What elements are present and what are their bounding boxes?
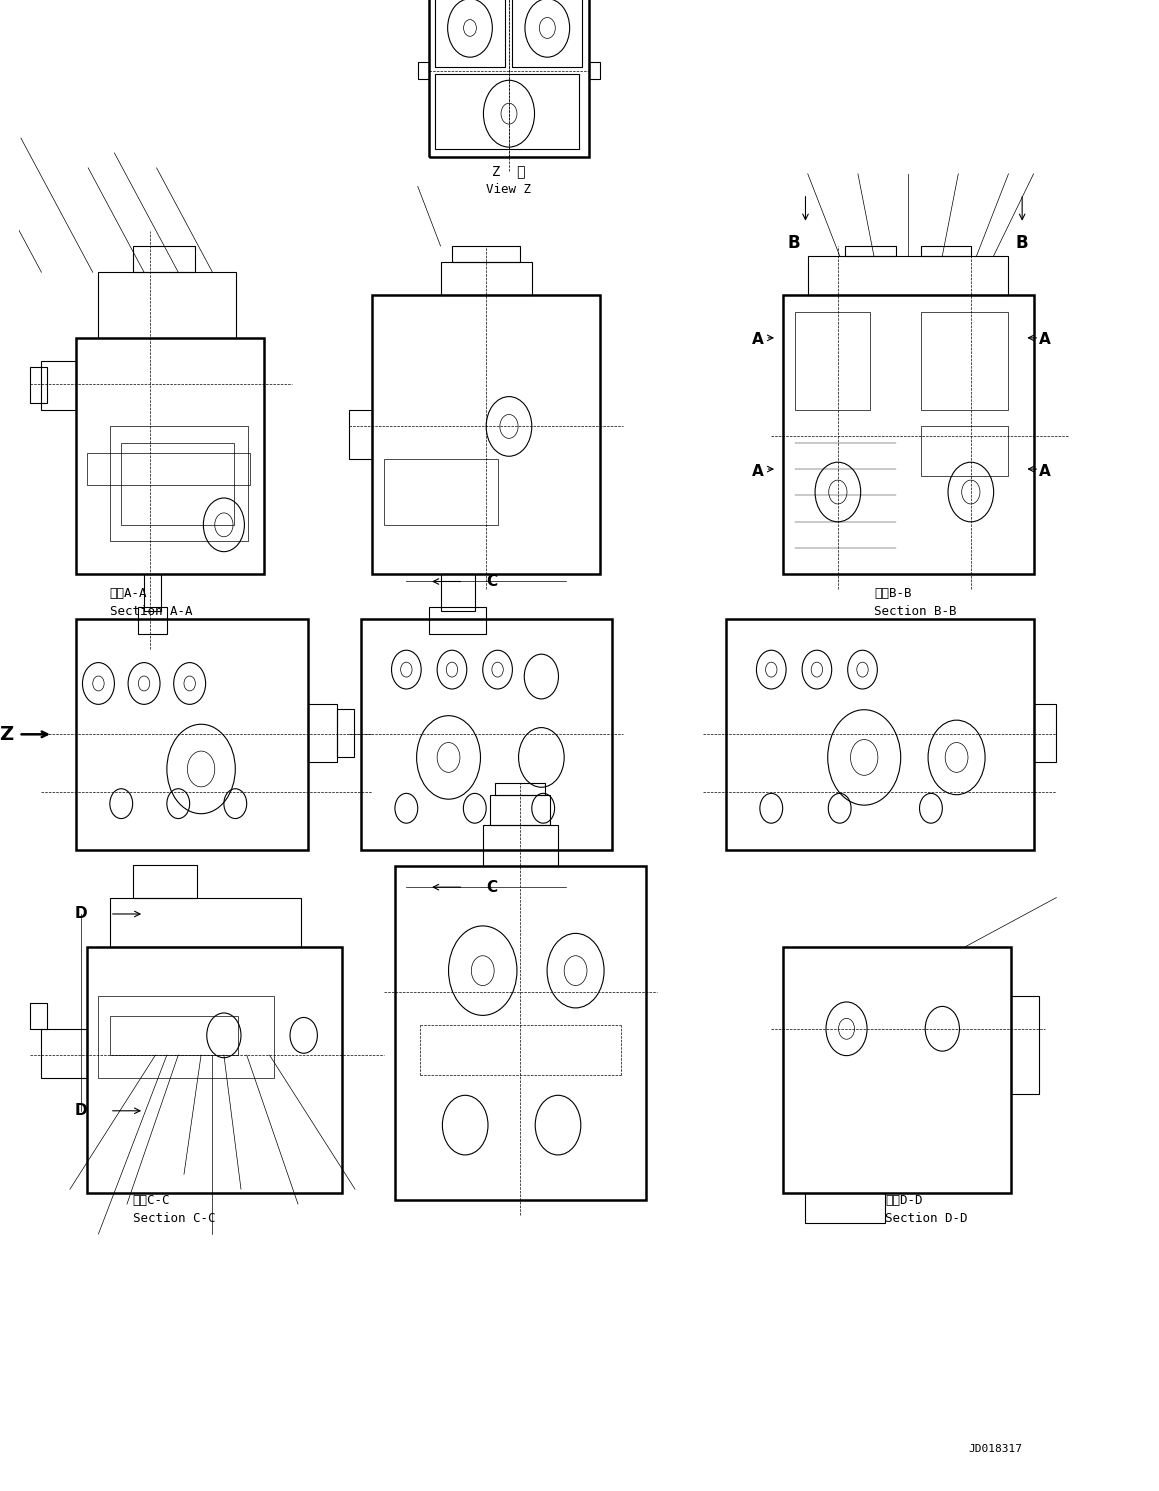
- Bar: [30, 1002, 48, 1029]
- Bar: [920, 426, 1008, 476]
- Text: 断面B-B: 断面B-B: [874, 587, 911, 599]
- Bar: [808, 256, 1008, 295]
- Bar: [1034, 704, 1056, 762]
- Bar: [429, 0, 589, 157]
- Bar: [110, 898, 301, 947]
- Bar: [132, 865, 197, 898]
- Bar: [132, 246, 196, 273]
- Bar: [99, 996, 274, 1078]
- Bar: [144, 574, 161, 611]
- Text: A: A: [752, 464, 764, 479]
- Bar: [440, 262, 532, 295]
- Bar: [372, 295, 600, 574]
- Bar: [452, 246, 520, 262]
- Bar: [435, 0, 505, 67]
- Bar: [589, 63, 600, 79]
- Bar: [512, 0, 583, 67]
- Bar: [99, 273, 236, 338]
- Bar: [308, 704, 337, 762]
- Text: 断面D-D: 断面D-D: [885, 1194, 923, 1206]
- Bar: [435, 73, 578, 149]
- Text: C: C: [486, 574, 497, 589]
- Bar: [138, 607, 167, 634]
- Text: Z  視: Z 視: [493, 164, 526, 179]
- Text: C: C: [486, 880, 497, 895]
- Bar: [110, 1015, 238, 1056]
- Bar: [337, 708, 353, 757]
- Bar: [920, 246, 971, 256]
- Bar: [30, 367, 48, 404]
- Bar: [75, 338, 264, 574]
- Bar: [42, 361, 75, 410]
- Bar: [42, 1029, 87, 1078]
- Bar: [782, 295, 1034, 574]
- Text: JD018317: JD018317: [968, 1443, 1022, 1454]
- Text: Section B-B: Section B-B: [874, 605, 956, 617]
- Text: Section D-D: Section D-D: [885, 1212, 968, 1224]
- Bar: [87, 453, 250, 486]
- Bar: [920, 312, 1008, 410]
- Bar: [75, 619, 308, 850]
- Bar: [110, 426, 248, 541]
- Text: A: A: [1040, 332, 1051, 347]
- Bar: [782, 947, 1011, 1193]
- Bar: [845, 246, 896, 256]
- Bar: [440, 574, 475, 611]
- Bar: [122, 443, 234, 525]
- Bar: [795, 312, 870, 410]
- Bar: [1011, 996, 1040, 1094]
- Bar: [490, 795, 551, 825]
- Text: B: B: [788, 234, 801, 252]
- Text: D: D: [74, 907, 87, 921]
- Bar: [726, 619, 1034, 850]
- Text: A: A: [1040, 464, 1051, 479]
- Bar: [806, 1193, 885, 1223]
- Text: A: A: [752, 332, 764, 347]
- Bar: [429, 607, 486, 634]
- Bar: [349, 410, 372, 459]
- Text: 断面C-C: 断面C-C: [132, 1194, 170, 1206]
- Bar: [495, 783, 546, 795]
- Bar: [395, 866, 646, 1200]
- Text: B: B: [1015, 234, 1028, 252]
- Bar: [417, 63, 429, 79]
- Text: D: D: [74, 1103, 87, 1118]
- Text: Section C-C: Section C-C: [132, 1212, 216, 1224]
- Bar: [360, 619, 612, 850]
- Bar: [87, 947, 343, 1193]
- Text: 断面A-A: 断面A-A: [110, 587, 147, 599]
- Text: View Z: View Z: [487, 183, 532, 195]
- Text: Section A-A: Section A-A: [110, 605, 192, 617]
- Bar: [483, 825, 557, 866]
- Text: Z: Z: [0, 725, 13, 744]
- Bar: [384, 459, 497, 525]
